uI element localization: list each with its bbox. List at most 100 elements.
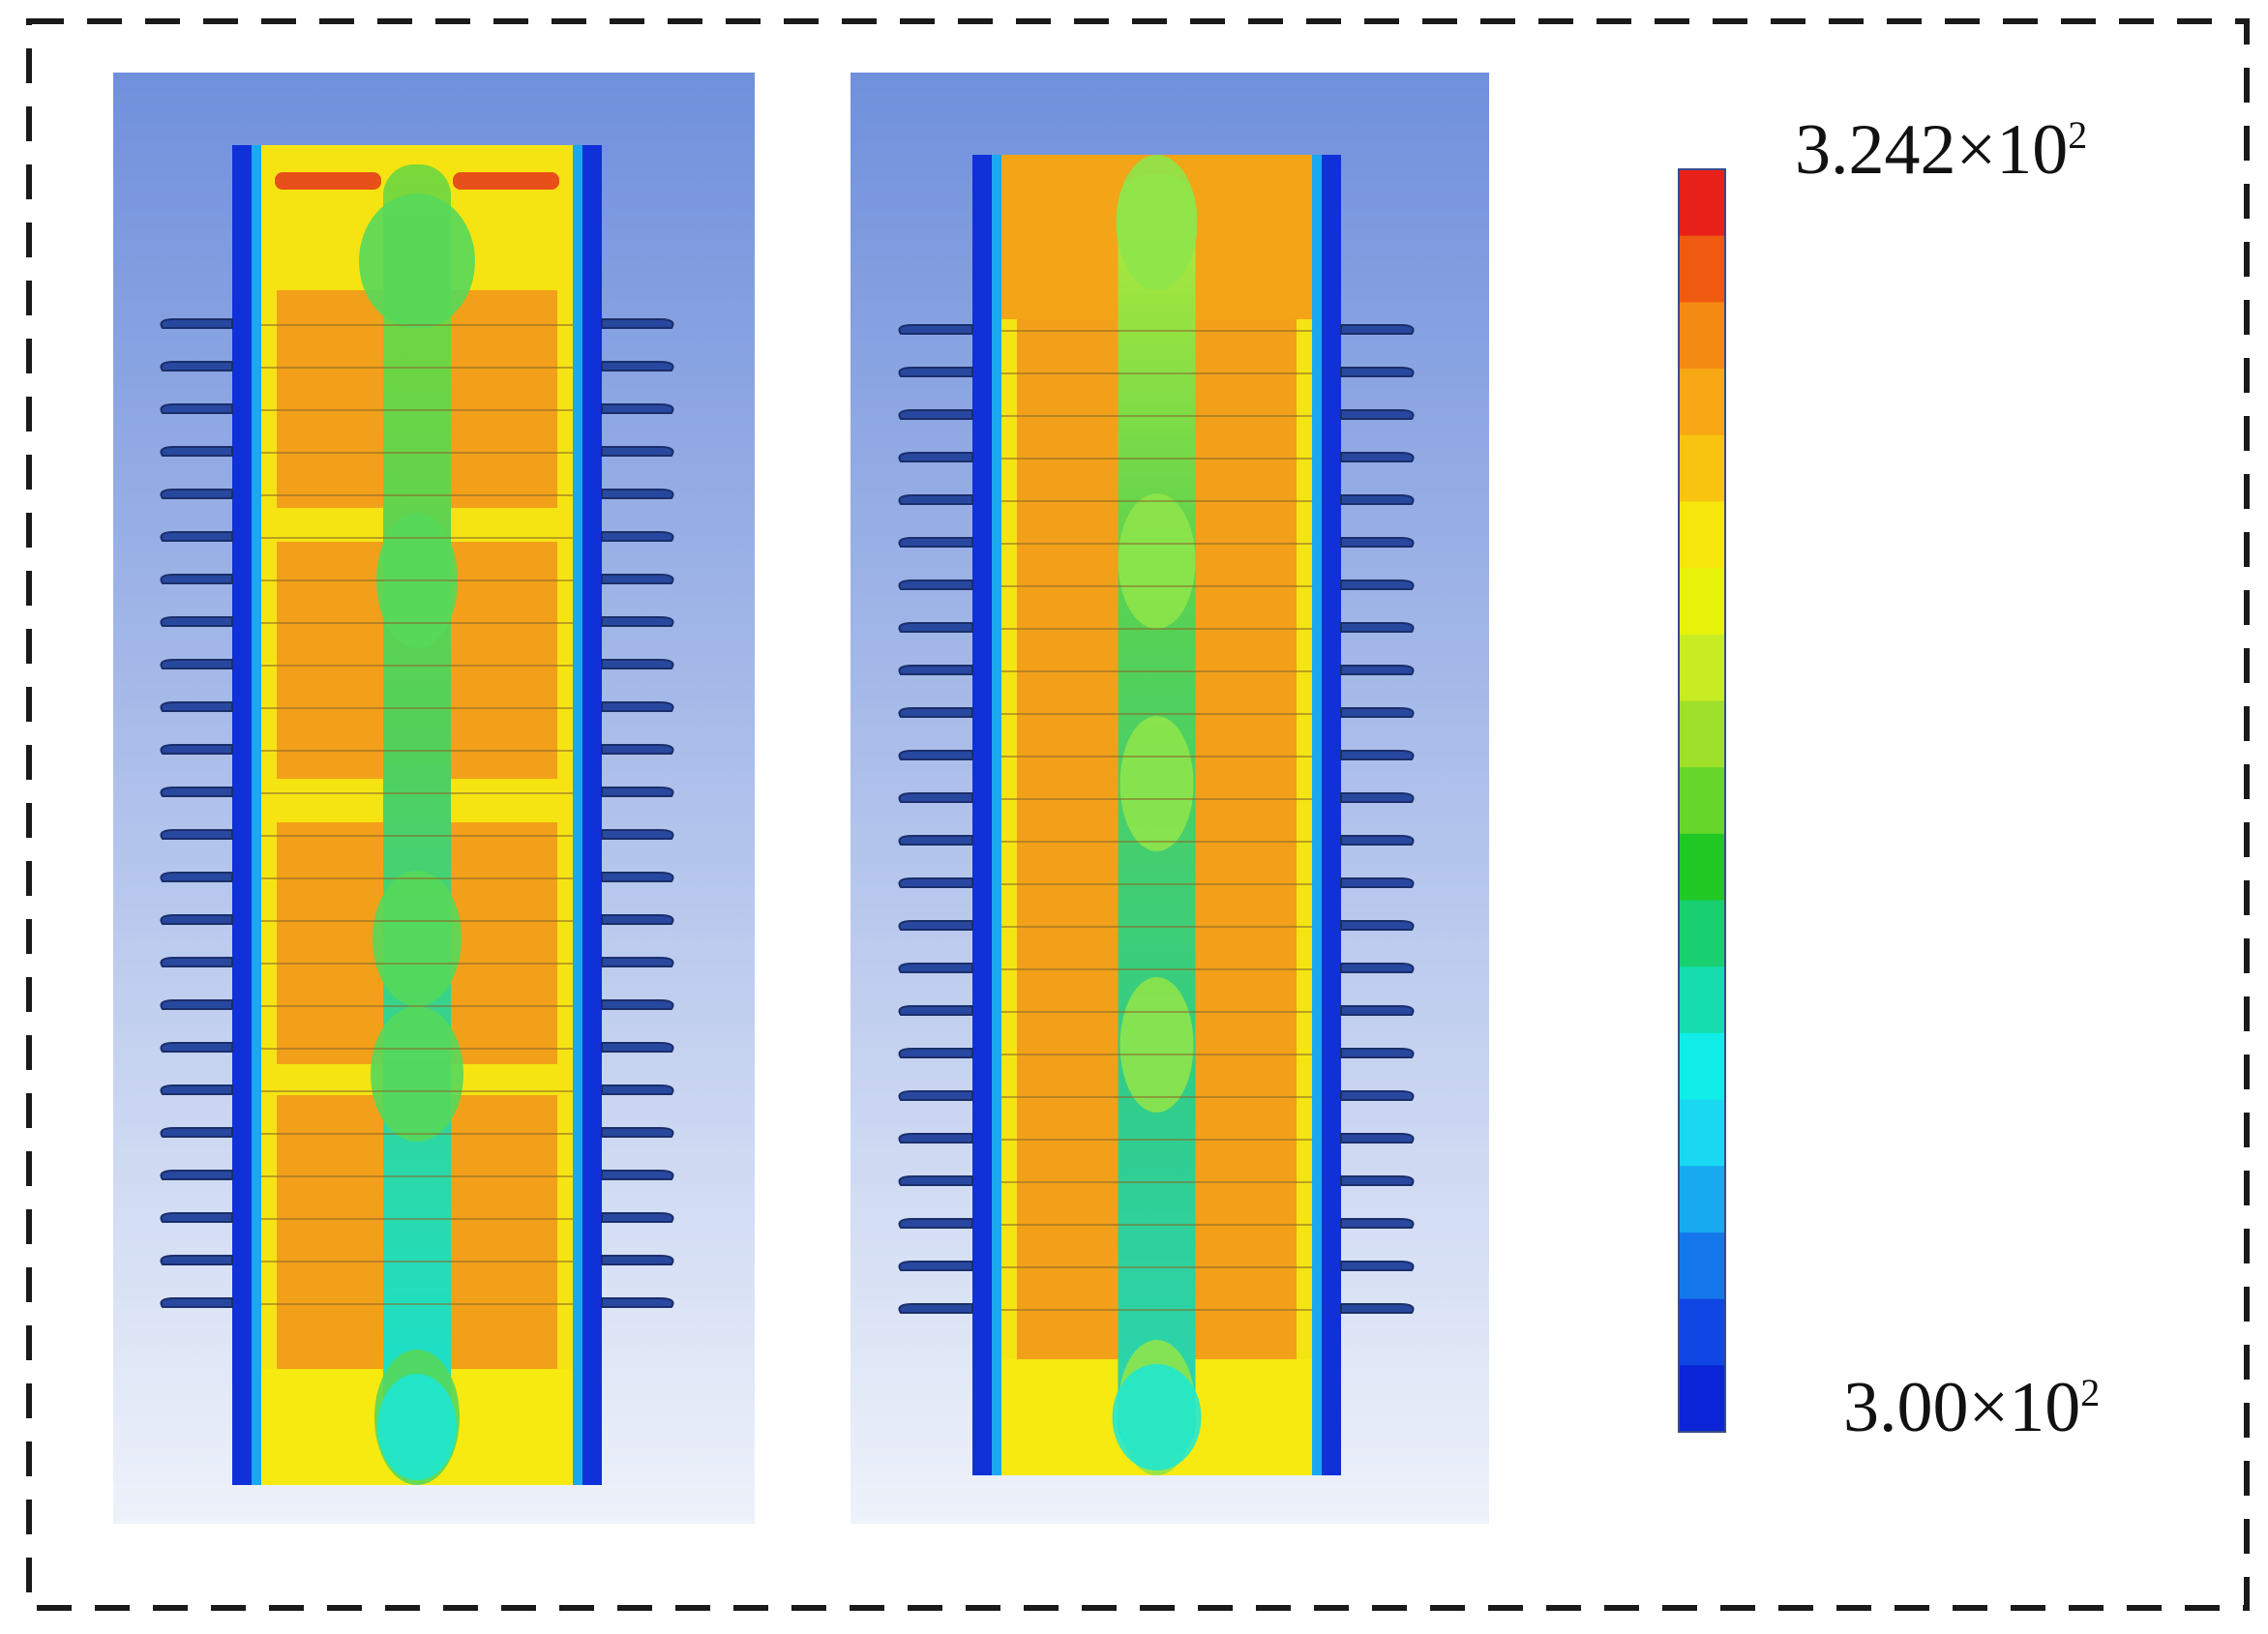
- fin-left: [160, 1042, 233, 1053]
- fin-left: [160, 1170, 233, 1180]
- fin-right: [1340, 1175, 1415, 1186]
- fin-right: [601, 1127, 674, 1138]
- fin-right: [1340, 835, 1415, 846]
- fin-right: [601, 701, 674, 712]
- fin-right: [601, 318, 674, 329]
- fin-right: [1340, 537, 1415, 548]
- color-bar-segment: [1679, 700, 1725, 769]
- left-contour-panel: [113, 73, 755, 1524]
- fin-right: [1340, 1048, 1415, 1058]
- channel-bulge: [1116, 155, 1198, 290]
- color-bar-segment: [1679, 1298, 1725, 1367]
- fin-right: [1340, 792, 1415, 803]
- tube-wall-inner-right: [573, 145, 582, 1485]
- fin-right: [601, 787, 674, 797]
- fin-right: [601, 872, 674, 882]
- fin-left: [898, 835, 973, 846]
- tube-wall-inner-left: [252, 145, 261, 1485]
- channel-bulge: [1118, 493, 1196, 629]
- fin-left: [160, 1127, 233, 1138]
- color-bar-segment: [1679, 235, 1725, 304]
- color-bar-border: [1678, 168, 1726, 1433]
- channel-bulge: [373, 871, 462, 1006]
- fin-right: [601, 403, 674, 414]
- color-bar-segment: [1679, 767, 1725, 835]
- fin-left: [160, 489, 233, 499]
- fin-left: [898, 452, 973, 462]
- hot-spot-left: [275, 172, 381, 190]
- fin-right: [601, 999, 674, 1010]
- fin-right: [1340, 963, 1415, 973]
- fin-right: [601, 616, 674, 627]
- fin-right: [601, 744, 674, 755]
- fin-left: [898, 494, 973, 505]
- fin-left: [160, 446, 233, 457]
- fin-left: [898, 1175, 973, 1186]
- channel-bulge: [1119, 977, 1194, 1113]
- fin-left: [898, 877, 973, 888]
- fin-left: [898, 537, 973, 548]
- fin-right: [1340, 367, 1415, 377]
- fin-right: [1340, 1303, 1415, 1314]
- fin-left: [898, 1133, 973, 1144]
- fin-left: [898, 622, 973, 633]
- fin-left: [898, 1303, 973, 1314]
- fin-left: [160, 361, 233, 371]
- fin-right: [601, 914, 674, 925]
- fin-left: [898, 367, 973, 377]
- color-bar-segment: [1679, 1232, 1725, 1300]
- fin-right: [1340, 707, 1415, 718]
- fin-left: [160, 574, 233, 584]
- fin-right: [601, 957, 674, 967]
- fin-right: [1340, 622, 1415, 633]
- color-bar-segment: [1679, 568, 1725, 636]
- fin-left: [898, 409, 973, 420]
- fin-right: [1340, 452, 1415, 462]
- fin-left: [160, 787, 233, 797]
- right-contour-panel: [850, 73, 1489, 1524]
- fin-right: [1340, 1218, 1415, 1229]
- fin-right: [1340, 665, 1415, 675]
- fin-left: [898, 750, 973, 760]
- fin-right: [601, 1084, 674, 1095]
- color-bar-segment: [1679, 634, 1725, 702]
- central-channel: [383, 164, 451, 1466]
- fin-right: [1340, 877, 1415, 888]
- fin-left: [160, 999, 233, 1010]
- color-bar-segment: [1679, 434, 1725, 503]
- fin-left: [898, 1048, 973, 1058]
- fin-left: [898, 665, 973, 675]
- color-bar-segment: [1679, 1166, 1725, 1233]
- fin-left: [898, 1005, 973, 1016]
- fin-left: [160, 872, 233, 882]
- fin-left: [160, 659, 233, 669]
- hot-spot-right: [453, 172, 559, 190]
- color-bar-segment: [1679, 833, 1725, 902]
- outer-dashed-frame: [26, 18, 2250, 1611]
- color-bar-segment: [1679, 501, 1725, 570]
- fin-right: [601, 489, 674, 499]
- fin-right: [1340, 750, 1415, 760]
- fin-right: [601, 446, 674, 457]
- color-bar-segment: [1679, 900, 1725, 968]
- color-bar-segment: [1679, 1032, 1725, 1101]
- fin-left: [160, 318, 233, 329]
- fin-left: [898, 579, 973, 590]
- fin-right: [1340, 494, 1415, 505]
- color-bar-segment: [1679, 169, 1725, 237]
- fin-right: [1340, 579, 1415, 590]
- channel-bulge: [1119, 716, 1194, 851]
- color-bar-segment: [1679, 369, 1725, 436]
- fin-left: [898, 792, 973, 803]
- tube-wall-inner-right: [1312, 155, 1322, 1475]
- fin-left: [898, 920, 973, 931]
- fin-left: [160, 701, 233, 712]
- fin-right: [1340, 324, 1415, 335]
- fin-right: [1340, 1261, 1415, 1271]
- fin-right: [601, 574, 674, 584]
- fin-left: [160, 829, 233, 840]
- legend-max-label: 3.242×102: [1795, 110, 2088, 190]
- fin-right: [601, 361, 674, 371]
- fin-right: [601, 531, 674, 542]
